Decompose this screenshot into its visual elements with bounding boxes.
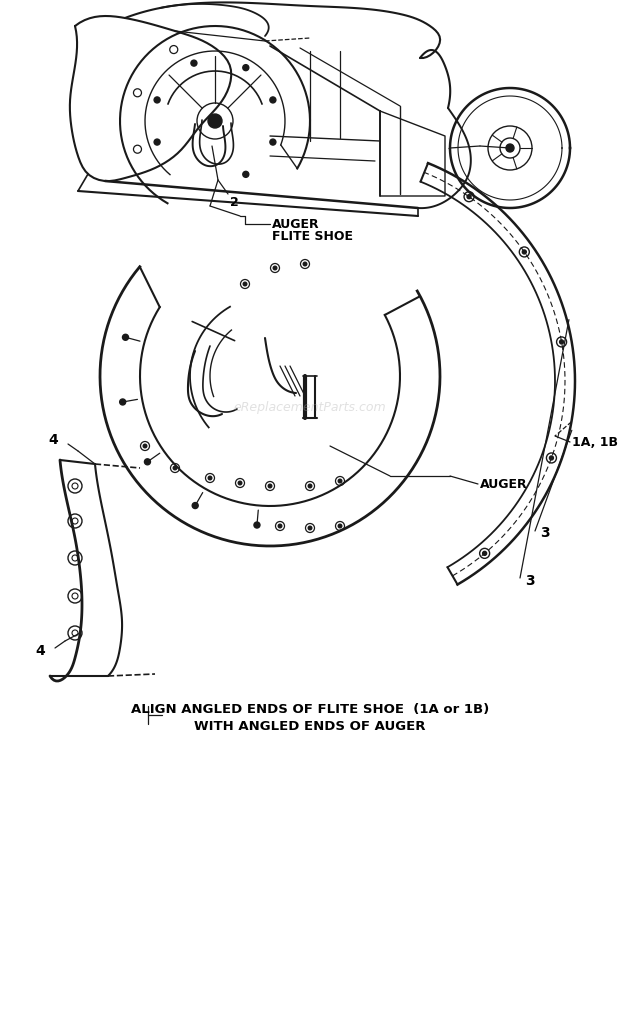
Text: WITH ANGLED ENDS OF AUGER: WITH ANGLED ENDS OF AUGER [194, 719, 426, 733]
Circle shape [308, 485, 312, 488]
Circle shape [243, 65, 249, 71]
Circle shape [467, 195, 471, 199]
Text: 1A, 1B: 1A, 1B [572, 436, 618, 448]
Circle shape [243, 282, 247, 285]
Circle shape [208, 114, 222, 128]
Circle shape [208, 477, 212, 480]
Circle shape [144, 459, 151, 464]
Circle shape [308, 526, 312, 529]
Circle shape [154, 97, 160, 103]
Circle shape [278, 524, 282, 527]
Circle shape [270, 97, 276, 103]
Circle shape [123, 334, 128, 340]
Circle shape [273, 266, 277, 270]
Text: AUGER: AUGER [480, 478, 528, 491]
Circle shape [238, 482, 242, 485]
Text: 4: 4 [35, 644, 45, 658]
Text: AUGER: AUGER [272, 217, 320, 231]
Circle shape [506, 144, 514, 152]
Circle shape [154, 139, 160, 145]
Circle shape [338, 480, 342, 483]
Circle shape [560, 340, 564, 344]
Circle shape [303, 262, 307, 266]
Circle shape [120, 399, 126, 405]
Circle shape [268, 485, 272, 488]
Text: eReplacementParts.com: eReplacementParts.com [234, 401, 386, 415]
Text: ALIGN ANGLED ENDS OF FLITE SHOE  (1A or 1B): ALIGN ANGLED ENDS OF FLITE SHOE (1A or 1… [131, 703, 489, 716]
Circle shape [143, 444, 147, 448]
Circle shape [191, 60, 197, 66]
Circle shape [192, 503, 198, 509]
Text: 3: 3 [525, 574, 534, 588]
Text: 3: 3 [540, 526, 549, 539]
Circle shape [338, 524, 342, 527]
Circle shape [522, 250, 526, 254]
Circle shape [254, 522, 260, 528]
Circle shape [243, 172, 249, 178]
Text: FLITE SHOE: FLITE SHOE [272, 231, 353, 244]
Circle shape [270, 139, 276, 145]
Circle shape [482, 552, 487, 556]
Text: 4: 4 [48, 433, 58, 447]
Circle shape [173, 466, 177, 469]
Circle shape [549, 456, 554, 460]
Text: 2: 2 [230, 196, 239, 209]
